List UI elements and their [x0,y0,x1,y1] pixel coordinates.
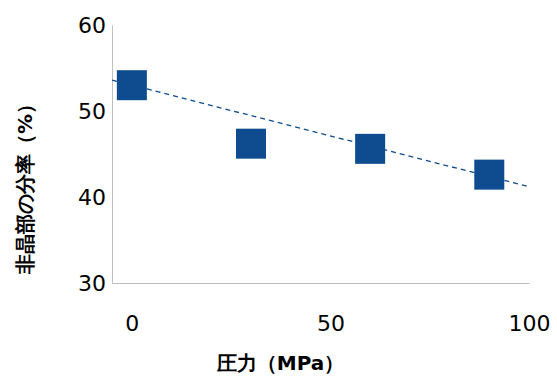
y-tick-label: 50 [78,99,106,124]
y-axis-title: 非晶部の分率（%） [13,94,37,275]
x-tick: 100 [509,283,551,336]
x-tick-label: 0 [125,311,139,336]
point [474,160,504,190]
x-tick: 0 [125,283,139,336]
y-tick-label: 60 [78,13,106,38]
chart: 0 50 100 30 40 50 60 圧力（MPa） 非晶部の分率（%） [0,0,557,376]
trend-line [112,80,529,187]
x-axis-title: 圧力（MPa） [216,351,345,375]
plot-area [112,70,529,189]
y-tick: 30 [78,271,112,296]
x-tick-label: 100 [509,311,551,336]
y-tick-label: 30 [78,271,106,296]
y-tick: 40 [78,185,112,210]
y-tick: 50 [78,99,112,124]
y-axis-line [112,26,113,284]
x-axis: 0 50 100 [113,283,551,336]
y-tick-label: 40 [78,185,106,210]
x-tick: 50 [317,283,345,336]
y-tick: 60 [78,13,112,38]
x-tick-label: 50 [317,311,345,336]
x-axis-line [113,283,530,284]
y-axis: 30 40 50 60 [78,13,113,296]
point [355,134,385,164]
point [236,129,266,159]
